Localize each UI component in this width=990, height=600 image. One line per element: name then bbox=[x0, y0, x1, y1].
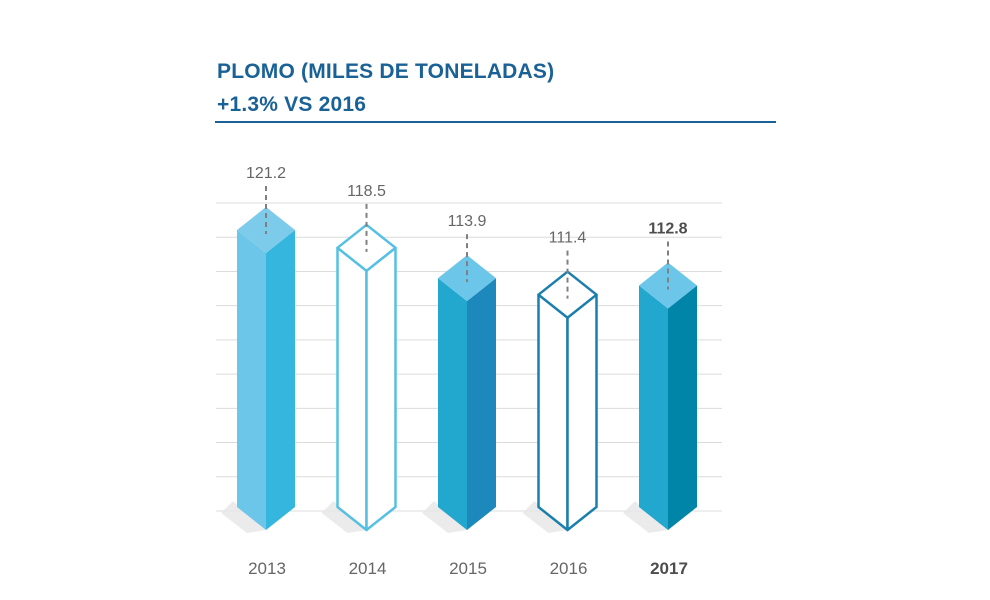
bar-left-face bbox=[438, 278, 467, 530]
bar-shadow bbox=[422, 501, 467, 533]
bar-right-face bbox=[365, 246, 397, 532]
bar-shadow bbox=[321, 501, 367, 533]
label-leaders bbox=[265, 186, 669, 299]
bar-2017 bbox=[639, 262, 697, 530]
bar-right-face bbox=[566, 293, 598, 532]
x-tick-label: 2017 bbox=[650, 559, 688, 578]
bar-left-face bbox=[237, 230, 266, 530]
bar-shadow bbox=[522, 501, 568, 533]
bar-left-face bbox=[537, 293, 569, 532]
data-label: 111.4 bbox=[549, 230, 587, 247]
bar-right-face bbox=[266, 230, 295, 530]
bar-2015 bbox=[438, 255, 496, 530]
bar-left-face bbox=[639, 285, 668, 530]
title-underline bbox=[215, 121, 776, 123]
data-labels: 121.2 118.5 113.9 111.4 112.8 bbox=[246, 165, 688, 247]
bar-top-face bbox=[237, 207, 295, 253]
bar-2016 bbox=[537, 270, 598, 532]
bar-shadow bbox=[221, 501, 266, 533]
x-tick-label: 2014 bbox=[349, 559, 387, 578]
x-tick-label: 2015 bbox=[449, 559, 487, 578]
bar-top-face bbox=[336, 223, 397, 273]
chart-subtitle: +1.3% VS 2016 bbox=[217, 93, 367, 116]
data-label: 112.8 bbox=[648, 220, 687, 237]
bar-shadows bbox=[221, 501, 668, 533]
data-label: 113.9 bbox=[448, 213, 487, 230]
bar-top-face bbox=[537, 270, 598, 319]
bar-right-face bbox=[467, 278, 496, 530]
x-tick-label: 2013 bbox=[248, 559, 286, 578]
bar-shadow bbox=[623, 501, 668, 533]
bar-top-face bbox=[438, 255, 496, 302]
chart-title: PLOMO (MILES DE TONELADAS) bbox=[217, 60, 555, 83]
bar-right-face bbox=[668, 285, 697, 530]
data-label: 121.2 bbox=[246, 165, 286, 182]
data-label: 118.5 bbox=[347, 183, 386, 200]
bar-left-face bbox=[336, 246, 368, 532]
bar-2013 bbox=[237, 207, 295, 530]
bars bbox=[237, 207, 697, 532]
x-axis-labels: 2013 2014 2015 2016 2017 bbox=[248, 559, 688, 578]
bar-top-face bbox=[639, 262, 697, 309]
x-tick-label: 2016 bbox=[550, 559, 588, 578]
bar-2014 bbox=[336, 223, 397, 532]
